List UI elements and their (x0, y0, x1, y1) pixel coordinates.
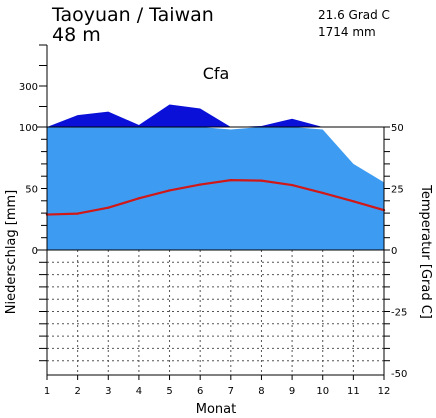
month-label: 12 (378, 386, 391, 397)
month-label: 8 (258, 386, 264, 397)
temperature-point (137, 197, 141, 200)
month-label: 2 (74, 386, 80, 397)
precip-tick-label: 0 (32, 246, 38, 257)
month-label: 6 (197, 386, 203, 397)
temp-tick-label: 25 (391, 185, 404, 196)
temperature-point (290, 183, 294, 187)
precip-tick-label: 100 (19, 123, 38, 134)
left-axis-title: Niederschlag [mm] (4, 190, 19, 315)
temperature-line (46, 179, 385, 216)
month-label: 11 (347, 386, 360, 397)
month-label: 7 (228, 386, 234, 397)
grid (47, 250, 384, 375)
precip-tick-label: 300 (19, 82, 38, 93)
temperature-series (45, 178, 386, 216)
temperature-point (76, 212, 79, 215)
temp-tick-label: 0 (391, 246, 397, 257)
precipitation-area (47, 104, 384, 250)
month-label: 10 (316, 386, 329, 397)
temperature-point (229, 178, 233, 182)
temperature-point (352, 200, 355, 203)
temp-tick-label: -25 (391, 308, 407, 319)
temp-tick-label: -50 (391, 369, 407, 380)
x-axis-title: Monat (196, 402, 236, 417)
temperature-point (168, 189, 171, 192)
mean-temperature-label: 21.6 Grad C (318, 8, 390, 22)
temp-tick-label: 50 (391, 123, 404, 134)
temperature-point (321, 191, 324, 195)
excess-precipitation-area (47, 104, 384, 127)
month-label: 9 (289, 386, 295, 397)
month-label: 5 (166, 386, 172, 397)
location-title: Taoyuan / Taiwan (51, 4, 214, 26)
month-label: 4 (136, 386, 142, 397)
below-100mm-gap (47, 127, 384, 183)
temperature-point (107, 206, 110, 209)
humid-area (47, 127, 384, 250)
temperature-point (260, 179, 263, 182)
elevation-label: 48 m (52, 24, 101, 46)
climate-class-label: Cfa (203, 64, 230, 83)
right-axis-title: Temperatur [Grad C] (418, 184, 433, 319)
precip-tick-label: 50 (25, 185, 38, 196)
month-label: 3 (105, 386, 111, 397)
annual-precipitation-label: 1714 mm (318, 25, 376, 39)
month-label: 1 (44, 386, 50, 397)
temperature-point (198, 183, 202, 186)
axes (37, 44, 390, 380)
